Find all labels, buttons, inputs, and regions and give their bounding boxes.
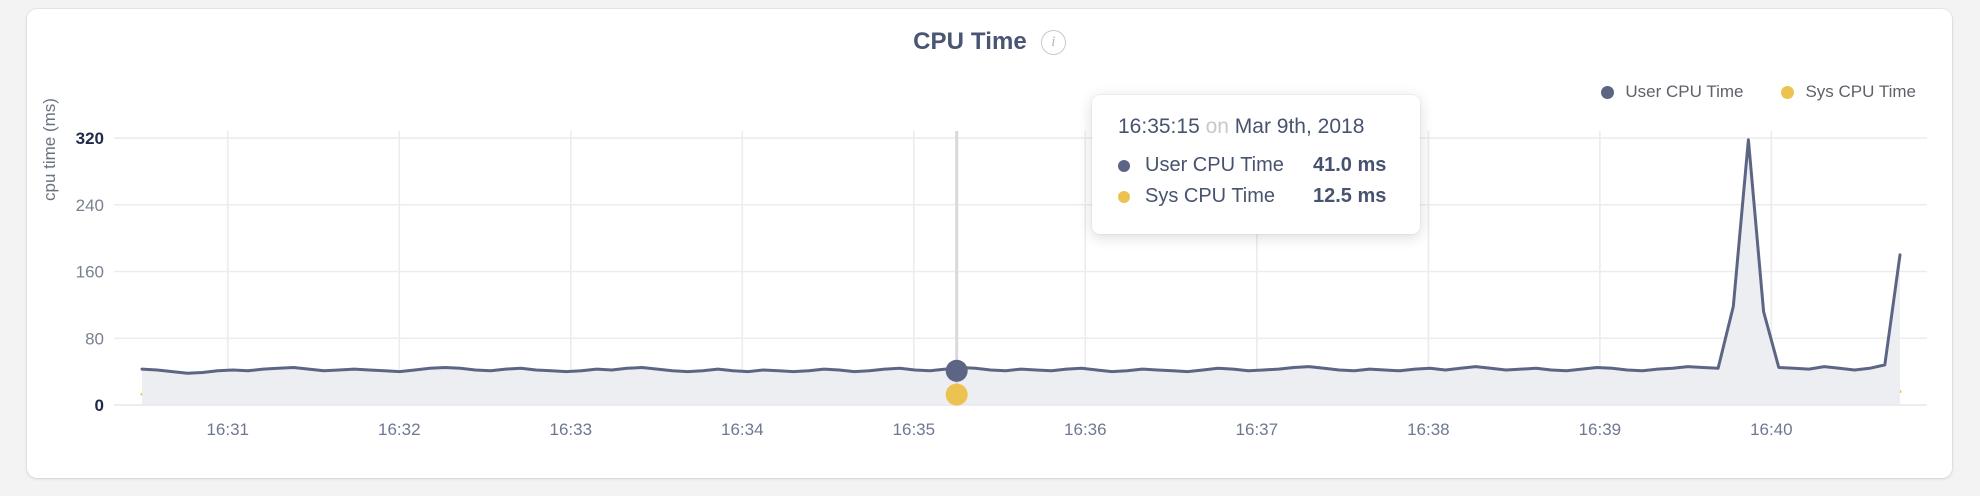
x-tick-label: 16:32 xyxy=(378,420,421,439)
tooltip-label-sys-cpu-time: Sys CPU Time xyxy=(1145,185,1276,207)
y-tick-label: 240 xyxy=(76,196,104,215)
x-tick-label: 16:35 xyxy=(893,420,936,439)
y-tick-label: 320 xyxy=(76,129,104,148)
x-tick-label: 16:33 xyxy=(550,420,593,439)
highlight-marker-user-cpu-time xyxy=(945,359,968,382)
chart-legend: User CPU Time Sys CPU Time xyxy=(1601,82,1916,102)
tooltip-row-user-cpu-time: User CPU Time 41.0 ms xyxy=(1118,150,1394,181)
tooltip-row-sys-cpu-time: Sys CPU Time 12.5 ms xyxy=(1118,181,1394,212)
tooltip-time: 16:35:15 xyxy=(1118,115,1200,138)
x-tick-label: 16:38 xyxy=(1407,420,1450,439)
highlight-marker-sys-cpu-time xyxy=(945,383,968,406)
legend-item-sys-cpu-time[interactable]: Sys CPU Time xyxy=(1781,82,1916,102)
y-tick-label: 0 xyxy=(95,396,104,415)
x-tick-label: 16:40 xyxy=(1750,420,1793,439)
tooltip-label-user-cpu-time: User CPU Time xyxy=(1145,154,1284,176)
tooltip-dot-user-cpu-time xyxy=(1118,159,1130,172)
tooltip-value-user-cpu-time: 41.0 ms xyxy=(1313,154,1387,176)
legend-dot-sys-cpu-time xyxy=(1781,85,1795,99)
legend-item-user-cpu-time[interactable]: User CPU Time xyxy=(1601,82,1743,102)
cpu-time-card: CPU Time i User CPU Time Sys CPU Time cp… xyxy=(27,9,1952,478)
tooltip-date: Mar 9th, 2018 xyxy=(1234,115,1365,138)
y-tick-label: 80 xyxy=(85,329,104,348)
tooltip-dot-sys-cpu-time xyxy=(1118,190,1130,203)
y-tick-label: 160 xyxy=(76,263,104,282)
chart-area[interactable]: cpu time (ms) 0 80 160 240 320 16:31 16:32 16:3… xyxy=(27,9,1952,478)
info-icon[interactable]: i xyxy=(1040,29,1066,55)
cpu-time-chart[interactable]: 0 80 160 240 320 16:31 16:32 16:33 16:34 16:35 16:… xyxy=(27,9,1952,478)
legend-label-user-cpu-time: User CPU Time xyxy=(1625,82,1744,101)
series-area-user-cpu-time xyxy=(142,139,1900,405)
tooltip-timestamp: 16:35:15 on Mar 9th, 2018 xyxy=(1118,115,1394,139)
legend-label-sys-cpu-time: Sys CPU Time xyxy=(1805,82,1916,101)
tooltip-value-sys-cpu-time: 12.5 ms xyxy=(1313,185,1387,207)
x-tick-label: 16:39 xyxy=(1579,420,1622,439)
x-tick-label: 16:34 xyxy=(721,420,764,439)
x-tick-label: 16:36 xyxy=(1064,420,1107,439)
x-tick-label: 16:37 xyxy=(1236,420,1279,439)
tooltip-on-word: on xyxy=(1205,115,1229,138)
legend-dot-user-cpu-time xyxy=(1601,85,1615,99)
chart-tooltip: 16:35:15 on Mar 9th, 2018 User CPU Time … xyxy=(1092,95,1420,234)
series-line-user-cpu-time xyxy=(140,138,1902,375)
x-tick-label: 16:31 xyxy=(206,420,249,439)
